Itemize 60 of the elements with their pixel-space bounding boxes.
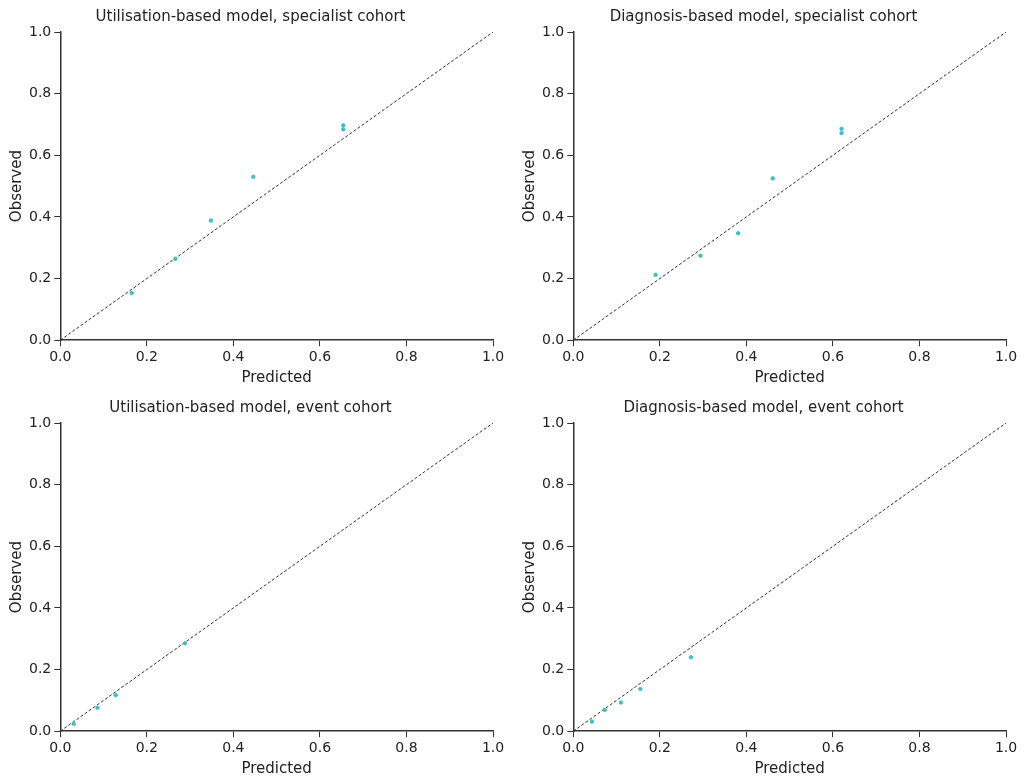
y-tick-label: 0.4 bbox=[29, 598, 52, 615]
x-tick-label: 1.0 bbox=[994, 739, 1018, 756]
x-tick-label: 0.2 bbox=[135, 348, 158, 365]
x-tick-label: 1.0 bbox=[994, 348, 1018, 365]
x-tick-label: 0.8 bbox=[395, 739, 418, 756]
y-tick-label: 1.0 bbox=[542, 22, 565, 39]
chart-title: Diagnosis-based model, event cohort bbox=[623, 397, 904, 416]
y-tick-label: 0.8 bbox=[29, 84, 52, 101]
y-axis-title: Observed bbox=[6, 150, 25, 223]
x-axis-title: Predicted bbox=[754, 367, 825, 386]
y-tick-label: 0.4 bbox=[542, 598, 565, 615]
x-axis-title: Predicted bbox=[754, 758, 825, 777]
y-tick-label: 0.8 bbox=[542, 84, 565, 101]
y-tick-label: 0.2 bbox=[29, 660, 52, 677]
y-tick-label: 0.4 bbox=[542, 207, 565, 224]
y-tick-label: 0.8 bbox=[542, 475, 565, 492]
x-tick-label: 0.4 bbox=[735, 348, 758, 365]
x-tick-label: 1.0 bbox=[481, 739, 505, 756]
x-tick-label: 0.4 bbox=[735, 739, 758, 756]
x-tick-label: 0.0 bbox=[562, 739, 585, 756]
y-tick-label: 0.2 bbox=[542, 660, 565, 677]
x-tick-label: 0.6 bbox=[308, 739, 332, 756]
chart-title: Utilisation-based model, specialist cohort bbox=[95, 6, 406, 25]
x-tick-label: 0.2 bbox=[648, 739, 671, 756]
y-tick-label: 0.0 bbox=[542, 330, 565, 347]
y-tick-label: 0.2 bbox=[542, 269, 565, 286]
chart-title: Utilisation-based model, event cohort bbox=[109, 397, 392, 416]
y-tick-label: 1.0 bbox=[29, 22, 52, 39]
y-tick-label: 0.0 bbox=[29, 330, 52, 347]
y-tick-label: 0.0 bbox=[542, 721, 565, 738]
x-axis-title: Predicted bbox=[241, 367, 312, 386]
y-axis-title: Observed bbox=[519, 541, 538, 614]
y-tick-label: 0.6 bbox=[542, 536, 565, 553]
x-tick-label: 0.6 bbox=[821, 348, 845, 365]
x-tick-label: 0.0 bbox=[49, 348, 72, 365]
y-tick-label: 0.6 bbox=[29, 536, 52, 553]
y-tick-label: 0.6 bbox=[542, 145, 565, 162]
y-axis-title: Observed bbox=[6, 541, 25, 614]
x-tick-label: 0.6 bbox=[821, 739, 845, 756]
x-tick-label: 0.2 bbox=[135, 739, 158, 756]
y-tick-label: 0.6 bbox=[29, 145, 52, 162]
x-tick-label: 0.6 bbox=[308, 348, 332, 365]
x-tick-label: 0.0 bbox=[49, 739, 72, 756]
x-tick-label: 0.2 bbox=[648, 348, 671, 365]
x-tick-label: 0.8 bbox=[908, 739, 931, 756]
y-tick-label: 0.2 bbox=[29, 269, 52, 286]
y-tick-label: 0.4 bbox=[29, 207, 52, 224]
x-tick-label: 0.4 bbox=[222, 739, 245, 756]
x-tick-label: 1.0 bbox=[481, 348, 505, 365]
y-tick-label: 0.8 bbox=[29, 475, 52, 492]
y-axis-title: Observed bbox=[519, 150, 538, 223]
x-tick-label: 0.4 bbox=[222, 348, 245, 365]
y-tick-label: 1.0 bbox=[29, 413, 52, 430]
x-tick-label: 0.0 bbox=[562, 348, 585, 365]
x-tick-label: 0.8 bbox=[395, 348, 418, 365]
y-tick-label: 1.0 bbox=[542, 413, 565, 430]
x-axis-title: Predicted bbox=[241, 758, 312, 777]
x-tick-label: 0.8 bbox=[908, 348, 931, 365]
y-tick-label: 0.0 bbox=[29, 721, 52, 738]
chart-title: Diagnosis-based model, specialist cohort bbox=[609, 6, 918, 25]
